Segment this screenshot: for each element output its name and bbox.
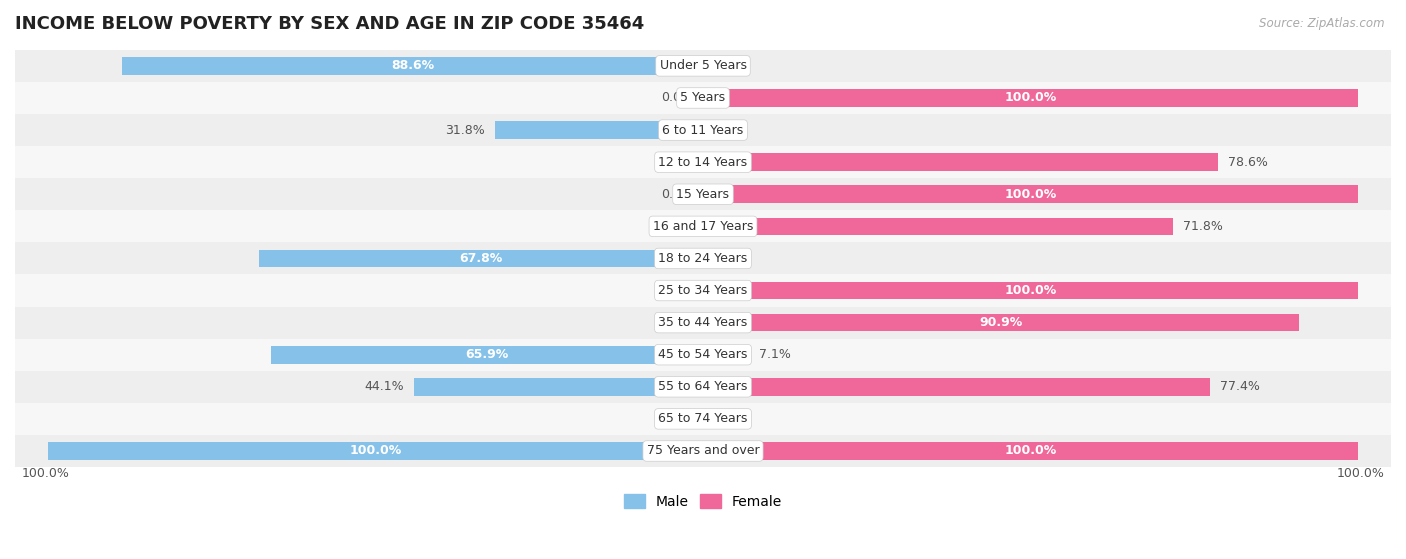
Text: 65.9%: 65.9%: [465, 348, 509, 361]
Text: 12 to 14 Years: 12 to 14 Years: [658, 155, 748, 169]
Text: 0.0%: 0.0%: [713, 59, 745, 72]
Text: 65 to 74 Years: 65 to 74 Years: [658, 413, 748, 425]
Text: 100.0%: 100.0%: [1337, 467, 1385, 480]
Text: 75 Years and over: 75 Years and over: [647, 444, 759, 457]
Text: INCOME BELOW POVERTY BY SEX AND AGE IN ZIP CODE 35464: INCOME BELOW POVERTY BY SEX AND AGE IN Z…: [15, 15, 644, 33]
Text: 100.0%: 100.0%: [1004, 444, 1057, 457]
Bar: [15, 210, 1391, 243]
Text: 15 Years: 15 Years: [676, 188, 730, 201]
Text: 35 to 44 Years: 35 to 44 Years: [658, 316, 748, 329]
Text: 88.6%: 88.6%: [391, 59, 434, 72]
Bar: [15, 403, 1391, 435]
Text: 55 to 64 Years: 55 to 64 Years: [658, 380, 748, 394]
Bar: [15, 146, 1391, 178]
Text: 100.0%: 100.0%: [21, 467, 69, 480]
Text: 5 Years: 5 Years: [681, 92, 725, 105]
Bar: [15, 243, 1391, 274]
Text: 0.0%: 0.0%: [661, 413, 693, 425]
Text: 71.8%: 71.8%: [1184, 220, 1223, 233]
Bar: [413, 378, 703, 396]
Text: 0.0%: 0.0%: [661, 284, 693, 297]
Bar: [703, 89, 1358, 107]
Bar: [15, 114, 1391, 146]
Bar: [495, 121, 703, 139]
Bar: [703, 282, 1358, 300]
Text: 25 to 34 Years: 25 to 34 Years: [658, 284, 748, 297]
Text: 100.0%: 100.0%: [1004, 92, 1057, 105]
Bar: [15, 178, 1391, 210]
Legend: Male, Female: Male, Female: [619, 489, 787, 514]
Bar: [15, 82, 1391, 114]
Text: 0.0%: 0.0%: [661, 92, 693, 105]
Text: 45 to 54 Years: 45 to 54 Years: [658, 348, 748, 361]
Bar: [703, 314, 1299, 331]
Text: 100.0%: 100.0%: [1004, 284, 1057, 297]
Bar: [703, 442, 1358, 460]
Text: 77.4%: 77.4%: [1220, 380, 1260, 394]
Bar: [703, 346, 749, 363]
Bar: [271, 346, 703, 363]
Text: 0.0%: 0.0%: [661, 220, 693, 233]
Text: 0.0%: 0.0%: [661, 188, 693, 201]
Text: 7.1%: 7.1%: [759, 348, 792, 361]
Text: 0.0%: 0.0%: [713, 124, 745, 136]
Bar: [703, 378, 1211, 396]
Bar: [122, 57, 703, 75]
Text: 18 to 24 Years: 18 to 24 Years: [658, 252, 748, 265]
Text: 100.0%: 100.0%: [349, 444, 402, 457]
Bar: [15, 274, 1391, 306]
Bar: [703, 186, 1358, 203]
Text: 44.1%: 44.1%: [364, 380, 404, 394]
Text: 0.0%: 0.0%: [661, 316, 693, 329]
Bar: [259, 250, 703, 267]
Bar: [703, 153, 1218, 171]
Text: 67.8%: 67.8%: [460, 252, 502, 265]
Bar: [15, 50, 1391, 82]
Text: 90.9%: 90.9%: [979, 316, 1022, 329]
Text: 16 and 17 Years: 16 and 17 Years: [652, 220, 754, 233]
Text: Source: ZipAtlas.com: Source: ZipAtlas.com: [1260, 17, 1385, 30]
Bar: [703, 217, 1174, 235]
Text: 0.0%: 0.0%: [713, 252, 745, 265]
Text: 6 to 11 Years: 6 to 11 Years: [662, 124, 744, 136]
Bar: [15, 435, 1391, 467]
Text: 100.0%: 100.0%: [1004, 188, 1057, 201]
Bar: [48, 442, 703, 460]
Text: Under 5 Years: Under 5 Years: [659, 59, 747, 72]
Bar: [15, 339, 1391, 371]
Text: 31.8%: 31.8%: [446, 124, 485, 136]
Bar: [15, 371, 1391, 403]
Text: 0.0%: 0.0%: [661, 155, 693, 169]
Bar: [15, 306, 1391, 339]
Text: 78.6%: 78.6%: [1227, 155, 1268, 169]
Text: 0.0%: 0.0%: [713, 413, 745, 425]
